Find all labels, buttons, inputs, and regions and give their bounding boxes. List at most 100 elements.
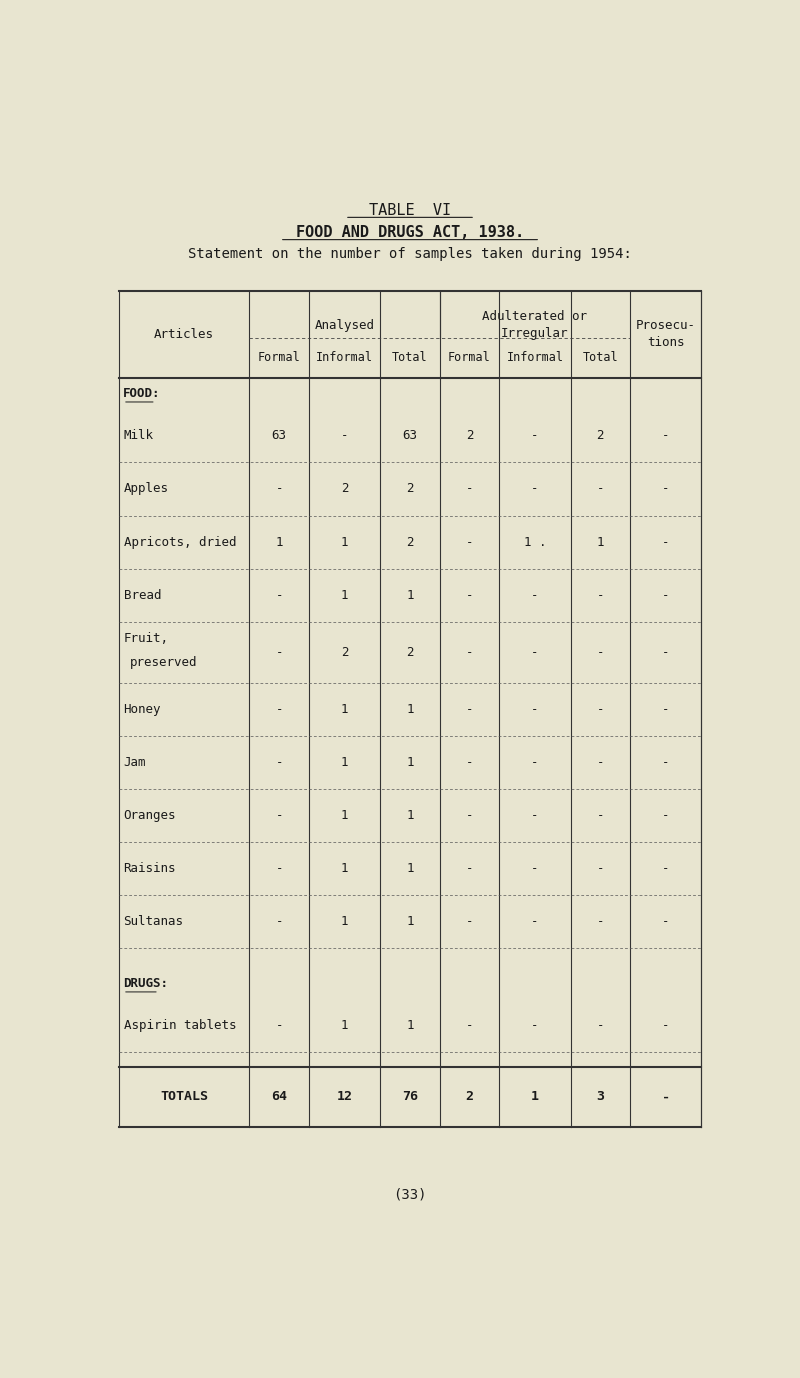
Text: 1: 1 <box>406 915 414 929</box>
Text: -: - <box>531 809 538 823</box>
Text: 2: 2 <box>406 646 414 659</box>
Text: -: - <box>531 1020 538 1032</box>
Text: 63: 63 <box>272 430 286 442</box>
Text: -: - <box>466 703 474 717</box>
Text: -: - <box>531 588 538 602</box>
Text: -: - <box>531 863 538 875</box>
Text: -: - <box>275 757 283 769</box>
Text: 1: 1 <box>406 757 414 769</box>
Text: -: - <box>466 588 474 602</box>
Text: -: - <box>466 482 474 496</box>
Text: -: - <box>531 482 538 496</box>
Text: -: - <box>662 809 670 823</box>
Text: -: - <box>662 482 670 496</box>
Text: Fruit,: Fruit, <box>123 633 169 645</box>
Text: -: - <box>531 430 538 442</box>
Text: preserved: preserved <box>130 656 198 670</box>
Text: -: - <box>341 430 348 442</box>
Text: -: - <box>275 915 283 929</box>
Text: 1 .: 1 . <box>524 536 546 548</box>
Text: -: - <box>597 703 604 717</box>
Text: 1: 1 <box>406 863 414 875</box>
Text: FOOD:: FOOD: <box>123 387 161 400</box>
Text: FOOD AND DRUGS ACT, 1938.: FOOD AND DRUGS ACT, 1938. <box>296 225 524 240</box>
Text: 1: 1 <box>341 915 348 929</box>
Text: -: - <box>466 915 474 929</box>
Text: (33): (33) <box>394 1188 426 1202</box>
Text: 64: 64 <box>271 1090 287 1104</box>
Text: -: - <box>466 1020 474 1032</box>
Text: -: - <box>662 1090 670 1104</box>
Text: Apricots, dried: Apricots, dried <box>123 536 236 548</box>
Text: Milk: Milk <box>123 430 154 442</box>
Text: -: - <box>275 1020 283 1032</box>
Text: Formal: Formal <box>258 351 301 364</box>
Text: 1: 1 <box>406 809 414 823</box>
Text: -: - <box>275 863 283 875</box>
Text: -: - <box>466 809 474 823</box>
Text: -: - <box>597 757 604 769</box>
Text: -: - <box>531 703 538 717</box>
Text: 1: 1 <box>341 703 348 717</box>
Text: -: - <box>531 757 538 769</box>
Text: 2: 2 <box>466 1090 474 1104</box>
Text: Honey: Honey <box>123 703 161 717</box>
Text: Informal: Informal <box>506 351 563 364</box>
Text: -: - <box>662 703 670 717</box>
Text: 1: 1 <box>341 757 348 769</box>
Text: 1: 1 <box>406 703 414 717</box>
Text: Raisins: Raisins <box>123 863 176 875</box>
Text: 1: 1 <box>597 536 604 548</box>
Text: -: - <box>597 809 604 823</box>
Text: -: - <box>662 430 670 442</box>
Text: 2: 2 <box>341 482 348 496</box>
Text: 1: 1 <box>341 588 348 602</box>
Text: 2: 2 <box>406 536 414 548</box>
Text: Total: Total <box>392 351 428 364</box>
Text: -: - <box>531 646 538 659</box>
Text: -: - <box>597 646 604 659</box>
Text: 1: 1 <box>275 536 283 548</box>
Text: -: - <box>662 915 670 929</box>
Text: TABLE  VI: TABLE VI <box>369 204 451 219</box>
Text: -: - <box>275 646 283 659</box>
Text: 12: 12 <box>337 1090 353 1104</box>
Text: -: - <box>662 1020 670 1032</box>
Text: -: - <box>275 482 283 496</box>
Text: 1: 1 <box>531 1090 539 1104</box>
Text: -: - <box>466 757 474 769</box>
Text: Sultanas: Sultanas <box>123 915 183 929</box>
Text: 1: 1 <box>341 863 348 875</box>
Text: -: - <box>597 915 604 929</box>
Text: Informal: Informal <box>316 351 373 364</box>
Text: Total: Total <box>582 351 618 364</box>
Text: Prosecu-
tions: Prosecu- tions <box>636 320 696 349</box>
Text: Apples: Apples <box>123 482 169 496</box>
Text: 3: 3 <box>596 1090 604 1104</box>
Text: 2: 2 <box>406 482 414 496</box>
Text: -: - <box>662 588 670 602</box>
Text: -: - <box>275 703 283 717</box>
Text: Articles: Articles <box>154 328 214 340</box>
Text: Aspirin tablets: Aspirin tablets <box>123 1020 236 1032</box>
Text: -: - <box>466 536 474 548</box>
Text: -: - <box>662 646 670 659</box>
Text: Bread: Bread <box>123 588 161 602</box>
Text: -: - <box>597 1020 604 1032</box>
Text: -: - <box>466 863 474 875</box>
Text: -: - <box>275 588 283 602</box>
Text: 2: 2 <box>597 430 604 442</box>
Text: Statement on the number of samples taken during 1954:: Statement on the number of samples taken… <box>188 248 632 262</box>
Text: -: - <box>662 536 670 548</box>
Text: -: - <box>662 863 670 875</box>
Text: -: - <box>597 588 604 602</box>
Text: Jam: Jam <box>123 757 146 769</box>
Text: Analysed: Analysed <box>314 318 374 332</box>
Text: DRUGS:: DRUGS: <box>123 977 168 989</box>
Text: 1: 1 <box>341 809 348 823</box>
Text: -: - <box>466 646 474 659</box>
Text: -: - <box>597 482 604 496</box>
Text: Formal: Formal <box>448 351 491 364</box>
Text: -: - <box>531 915 538 929</box>
Text: -: - <box>275 809 283 823</box>
